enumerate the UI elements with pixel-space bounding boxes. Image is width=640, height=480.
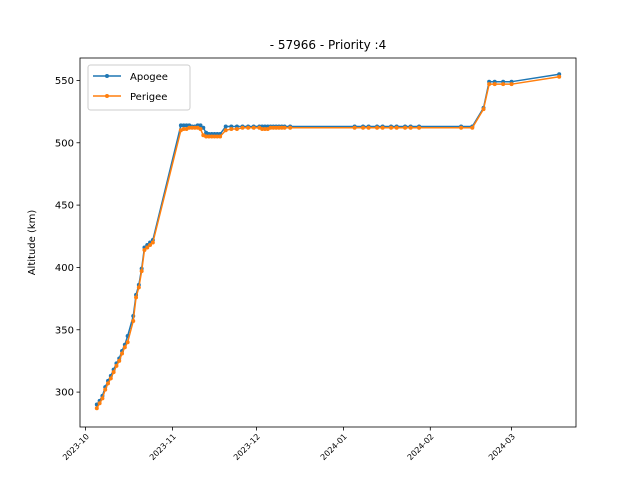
plot-layer: [94, 72, 562, 411]
y-tick-label: 450: [55, 201, 74, 212]
data-point: [408, 125, 413, 130]
data-point: [198, 123, 203, 128]
data-point: [260, 127, 265, 132]
data-point: [108, 376, 113, 381]
data-point: [481, 107, 486, 112]
data-point: [223, 128, 228, 133]
data-point: [192, 125, 197, 130]
y-tick-label: 500: [55, 138, 74, 149]
y-tick-label: 400: [55, 263, 74, 274]
data-point: [184, 123, 189, 128]
y-axis-label: Altitude (km): [27, 210, 38, 276]
data-point: [240, 125, 245, 130]
data-point: [557, 74, 562, 79]
legend-label: Perigee: [130, 92, 167, 103]
legend: Apogee Perigee: [87, 64, 191, 111]
data-point: [352, 125, 357, 130]
data-point: [131, 319, 136, 324]
data-point: [181, 127, 186, 132]
data-point: [501, 82, 506, 87]
data-point: [279, 125, 284, 130]
data-point: [134, 295, 139, 300]
data-point: [97, 401, 102, 406]
y-axis: 300 350 400 450 500 550: [55, 76, 80, 399]
data-point: [125, 340, 130, 345]
series-line: [96, 73, 560, 406]
data-point: [459, 125, 464, 130]
data-point: [470, 125, 475, 130]
data-point: [366, 125, 371, 130]
data-point: [218, 134, 223, 139]
data-point: [229, 127, 234, 132]
data-point: [223, 124, 228, 129]
data-point: [122, 345, 127, 350]
data-point: [268, 125, 273, 130]
legend-entry: Perigee: [93, 92, 167, 103]
data-point: [142, 247, 147, 252]
legend-label: Apogee: [130, 72, 168, 83]
data-point: [417, 125, 422, 130]
data-point: [262, 127, 267, 132]
data-point: [394, 125, 399, 130]
data-point: [145, 245, 150, 250]
data-point: [271, 125, 276, 130]
data-point: [178, 123, 183, 128]
data-point: [282, 125, 287, 130]
series-line: [96, 75, 560, 409]
data-point: [509, 82, 514, 87]
data-point: [181, 123, 186, 128]
data-point: [111, 370, 116, 375]
legend-marker: [105, 94, 109, 98]
data-point: [139, 269, 144, 274]
data-point: [187, 125, 192, 130]
data-point: [209, 134, 214, 139]
data-point: [492, 82, 497, 87]
data-point: [215, 134, 220, 139]
data-point: [403, 125, 408, 130]
data-point: [251, 125, 256, 130]
series-apogee: [94, 72, 562, 407]
data-point: [274, 125, 279, 130]
y-tick-label: 300: [55, 388, 74, 399]
data-point: [361, 125, 366, 130]
data-point: [389, 125, 394, 130]
y-tick-label: 550: [55, 76, 74, 87]
axes-frame: [79, 57, 577, 428]
data-point: [94, 406, 99, 411]
data-point: [487, 82, 492, 87]
data-point: [150, 240, 155, 245]
legend-entry: Apogee: [93, 72, 168, 83]
data-point: [276, 125, 281, 130]
series-perigee: [94, 74, 562, 411]
data-point: [136, 285, 141, 290]
data-point: [198, 127, 203, 132]
data-point: [246, 125, 251, 130]
y-tick-label: 350: [55, 325, 74, 336]
data-point: [288, 125, 293, 130]
data-point: [380, 125, 385, 130]
data-point: [117, 358, 122, 363]
data-point: [375, 125, 380, 130]
data-point: [100, 396, 105, 401]
data-point: [204, 134, 209, 139]
data-point: [120, 351, 125, 356]
data-point: [106, 381, 111, 386]
data-point: [212, 134, 217, 139]
legend-marker: [105, 74, 109, 78]
data-point: [114, 363, 119, 368]
data-point: [190, 125, 195, 130]
data-point: [206, 134, 211, 139]
data-point: [103, 387, 108, 392]
chart-title: - 57966 - Priority :4: [270, 38, 386, 52]
data-point: [148, 242, 153, 247]
data-point: [234, 127, 239, 132]
